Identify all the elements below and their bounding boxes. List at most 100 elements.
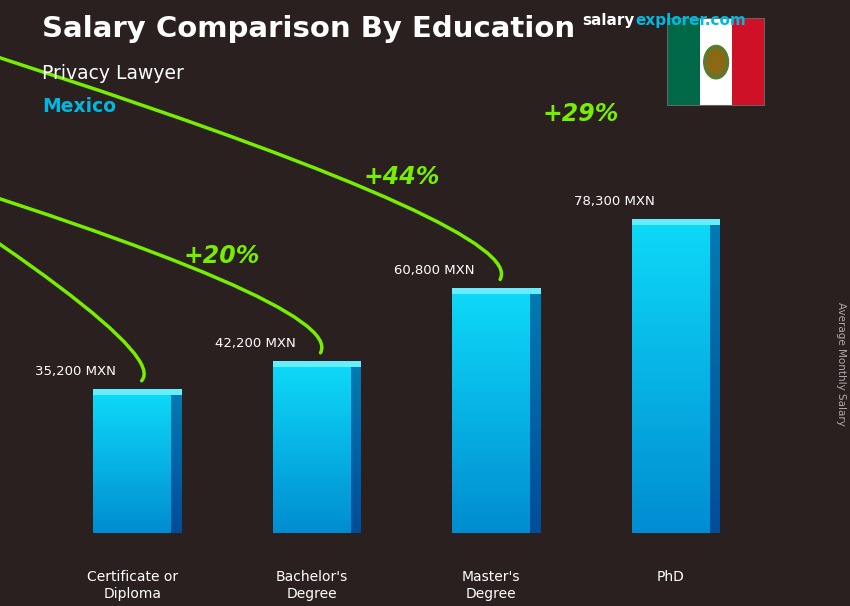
Bar	[94, 396, 171, 398]
Bar	[351, 475, 361, 477]
Bar	[452, 515, 530, 518]
Bar	[452, 311, 530, 315]
Bar	[351, 469, 361, 471]
Text: +29%: +29%	[543, 102, 620, 126]
Bar	[710, 313, 720, 318]
Bar	[171, 479, 182, 481]
Bar	[530, 311, 541, 315]
Bar	[94, 403, 171, 405]
Bar	[710, 456, 720, 460]
Bar	[632, 514, 710, 518]
Bar	[351, 500, 361, 502]
Bar	[351, 490, 361, 491]
Bar	[530, 387, 541, 390]
Bar	[710, 256, 720, 259]
Bar	[452, 305, 530, 308]
Bar	[171, 453, 182, 455]
Bar	[273, 394, 351, 396]
Bar	[273, 506, 351, 508]
Bar	[171, 485, 182, 487]
Bar	[351, 419, 361, 421]
Bar	[351, 471, 361, 473]
Bar	[710, 352, 720, 356]
Bar	[171, 514, 182, 516]
Bar	[273, 491, 351, 494]
Bar	[452, 318, 530, 321]
Bar	[632, 333, 710, 336]
Bar	[530, 416, 541, 419]
Bar	[351, 367, 361, 369]
Text: explorer.com: explorer.com	[635, 13, 745, 28]
Bar	[632, 468, 710, 471]
Bar	[273, 531, 351, 533]
Bar	[530, 368, 541, 371]
Bar	[273, 496, 351, 498]
Circle shape	[707, 50, 725, 75]
Bar	[273, 378, 351, 379]
Bar	[632, 418, 710, 421]
Bar	[94, 481, 171, 483]
Bar	[171, 419, 182, 421]
Bar	[530, 476, 541, 479]
Bar	[351, 417, 361, 419]
Bar	[710, 244, 720, 248]
Bar	[452, 512, 530, 515]
Bar	[452, 476, 530, 479]
Bar	[452, 353, 530, 356]
Bar	[273, 400, 351, 402]
Bar	[171, 505, 182, 507]
Bar	[351, 446, 361, 448]
Bar	[171, 495, 182, 497]
Bar	[530, 494, 541, 498]
Bar	[452, 330, 530, 333]
Bar	[632, 406, 710, 410]
Bar	[171, 493, 182, 495]
Bar	[351, 498, 361, 500]
Bar	[273, 419, 351, 421]
Bar	[733, 18, 765, 106]
Bar	[632, 494, 710, 499]
Bar	[632, 282, 710, 287]
Bar	[351, 523, 361, 525]
Bar	[710, 329, 720, 333]
Bar	[452, 504, 530, 507]
Bar	[94, 511, 171, 513]
Bar	[273, 444, 351, 446]
Bar	[632, 341, 710, 344]
Bar	[351, 369, 361, 371]
Bar	[710, 348, 720, 352]
Bar	[632, 433, 710, 437]
Bar	[530, 450, 541, 453]
Bar	[171, 509, 182, 511]
Bar	[94, 469, 171, 471]
Bar	[632, 425, 710, 429]
Bar	[452, 402, 530, 404]
Bar	[530, 458, 541, 461]
Bar	[452, 441, 530, 444]
Bar	[273, 442, 351, 444]
Bar	[94, 419, 171, 421]
Bar	[273, 385, 351, 388]
Bar	[351, 373, 361, 375]
Bar	[710, 464, 720, 468]
Bar	[94, 441, 171, 443]
Bar	[530, 410, 541, 413]
Bar	[632, 456, 710, 460]
Bar	[530, 419, 541, 422]
Bar	[632, 232, 710, 236]
Bar	[273, 481, 351, 484]
Bar	[452, 479, 530, 482]
Bar	[171, 528, 182, 530]
Bar	[452, 509, 530, 512]
Bar	[273, 452, 351, 454]
Bar	[710, 510, 720, 514]
Bar	[530, 422, 541, 425]
Bar	[530, 498, 541, 501]
Bar	[710, 236, 720, 240]
Bar	[273, 440, 351, 442]
Bar	[351, 390, 361, 392]
Bar	[94, 459, 171, 461]
Bar	[351, 479, 361, 481]
Bar	[530, 362, 541, 365]
Bar	[94, 464, 171, 465]
